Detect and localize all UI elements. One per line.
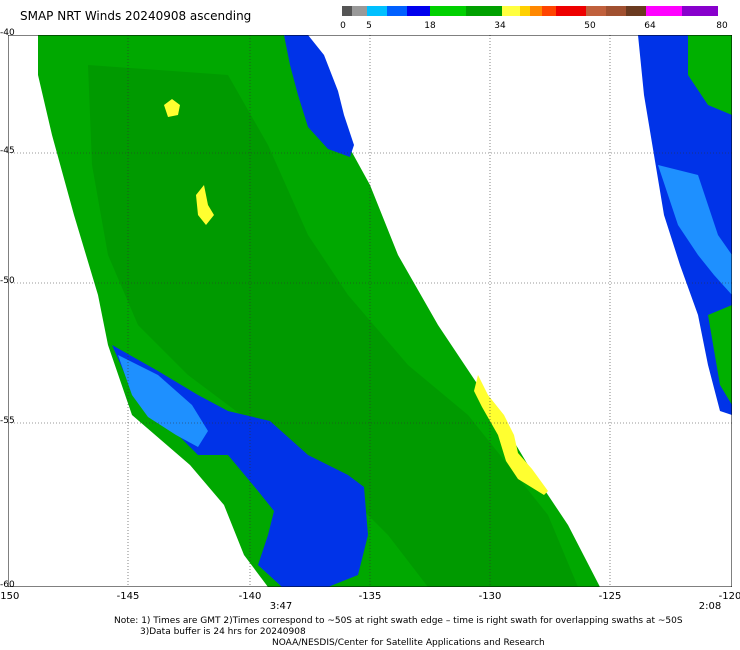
colorbar-segment <box>682 6 718 16</box>
colorbar-segment <box>430 6 466 16</box>
colorbar-segment <box>646 6 682 16</box>
lat-label-55: -55 <box>0 416 15 426</box>
yellow-patch-1 <box>164 99 180 117</box>
colorbar-segment <box>606 6 626 16</box>
right-swath-green <box>688 35 732 115</box>
colorbar-tick-label: 5 <box>366 21 372 31</box>
grid-lines <box>8 35 732 587</box>
wind-map <box>8 35 732 587</box>
colorbar-segment <box>387 6 407 16</box>
colorbar-tick-label: 18 <box>424 21 436 31</box>
blue-patch-top <box>284 35 354 157</box>
colorbar-segment <box>586 6 606 16</box>
lon-label-120: -120 <box>718 591 740 602</box>
note-line-2: 3)Data buffer is 24 hrs for 20240908 <box>140 627 306 637</box>
note-line-3: NOAA/NESDIS/Center for Satellite Applica… <box>272 638 545 648</box>
lat-label-40: -40 <box>0 28 15 38</box>
colorbar-segment <box>342 6 352 16</box>
right-swath-light-blue <box>658 165 732 295</box>
yellow-strip <box>474 375 548 495</box>
left-swath-dark-green <box>88 65 578 587</box>
wind-speed-colorbar <box>342 6 728 16</box>
colorbar-segment <box>502 6 520 16</box>
time-label-left: 3:47 <box>269 601 293 612</box>
colorbar-tick-label: 0 <box>340 21 346 31</box>
map-title: SMAP NRT Winds 20240908 ascending <box>20 9 252 23</box>
colorbar-tick-label: 64 <box>644 21 656 31</box>
colorbar-segment <box>407 6 430 16</box>
colorbar-segment <box>466 6 502 16</box>
lat-label-60: -60 <box>0 580 15 590</box>
colorbar-tick-label: 50 <box>584 21 596 31</box>
lon-label-140: -140 <box>238 591 262 602</box>
right-swath-green-bottom <box>708 305 732 405</box>
time-label-right: 2:08 <box>698 601 722 612</box>
lat-label-45: -45 <box>0 146 15 156</box>
colorbar-segment <box>352 6 367 16</box>
light-blue-area-bottom <box>118 355 208 447</box>
colorbar-segment <box>367 6 387 16</box>
colorbar-labels: 0 5 18 34 50 64 80 <box>0 0 740 40</box>
colorbar-segment <box>520 6 530 16</box>
lon-label-135: -135 <box>358 591 382 602</box>
lon-label-145: -145 <box>116 591 140 602</box>
lon-label-150: -150 <box>0 591 20 602</box>
lat-label-50: -50 <box>0 276 15 286</box>
lon-label-130: -130 <box>478 591 502 602</box>
lon-label-125: -125 <box>598 591 622 602</box>
colorbar-segment <box>530 6 542 16</box>
yellow-patch-2 <box>196 185 214 225</box>
colorbar-tick-label: 80 <box>716 21 728 31</box>
colorbar-segment <box>626 6 646 16</box>
colorbar-segment <box>556 6 586 16</box>
colorbar-segment <box>542 6 556 16</box>
colorbar-tick-label: 34 <box>494 21 506 31</box>
note-line-1: Note: 1) Times are GMT 2)Times correspon… <box>114 616 683 626</box>
